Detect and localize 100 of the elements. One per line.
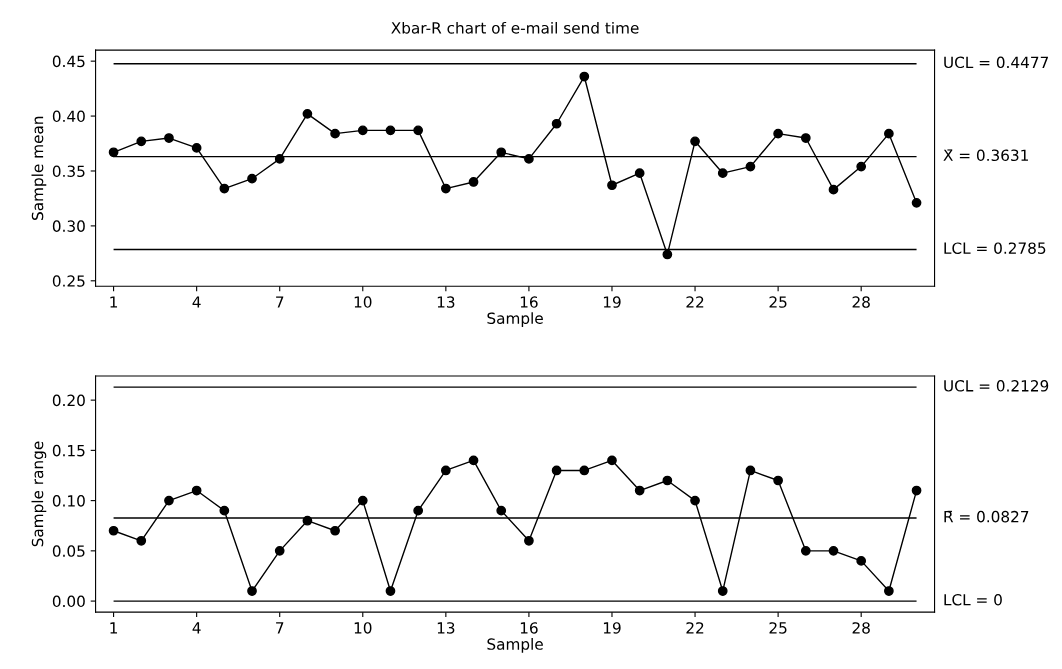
ref-line-label: UCL = 0.4477	[944, 56, 1048, 69]
point	[164, 133, 174, 143]
point	[773, 475, 783, 486]
y-tick-label: 0.45	[52, 55, 85, 68]
point	[468, 455, 479, 466]
point	[524, 535, 534, 546]
x-tick-label: 4	[192, 296, 201, 308]
x-tick-label: 19	[603, 622, 621, 634]
point	[690, 495, 700, 506]
point	[164, 495, 174, 506]
ref-line-label: X̄ = 0.3631	[943, 149, 1028, 162]
point	[357, 495, 368, 506]
y-tick-label: 0.25	[52, 275, 85, 287]
point	[662, 475, 673, 486]
y-axis-title: Sample mean	[31, 116, 47, 220]
point	[579, 465, 590, 476]
point	[828, 545, 839, 556]
point	[136, 535, 147, 546]
x-tick-label: 25	[769, 622, 787, 634]
point	[911, 197, 922, 208]
point	[828, 184, 839, 195]
point	[357, 125, 368, 136]
point	[634, 485, 645, 496]
point	[413, 505, 424, 516]
x-tick-label: 10	[354, 622, 372, 634]
point	[579, 71, 590, 82]
y-tick-label: 0.00	[52, 595, 85, 608]
ref-line-label: R̄ = 0.0827	[944, 510, 1029, 523]
x-tick-label: 25	[769, 296, 787, 308]
x-tick-label: 22	[686, 622, 704, 634]
point	[745, 465, 756, 476]
point	[856, 556, 867, 566]
point	[440, 183, 451, 194]
x-tick-label: 22	[686, 296, 704, 308]
point	[856, 161, 867, 172]
point	[302, 109, 313, 119]
x-axis-title: Sample	[487, 638, 543, 653]
x-axis-title: Sample	[487, 312, 543, 327]
point	[662, 249, 673, 260]
point	[551, 465, 562, 476]
x-tick-label: 13	[437, 622, 455, 634]
x-tick-label: 28	[852, 296, 870, 308]
point	[191, 485, 202, 496]
y-tick-label: 0.40	[52, 110, 85, 123]
x-tick-label: 10	[354, 296, 372, 308]
point	[551, 118, 562, 129]
x-tick-label: 7	[276, 622, 284, 634]
point	[302, 515, 313, 526]
point	[385, 125, 396, 136]
x-tick-label: 1	[110, 622, 118, 634]
point	[607, 180, 617, 191]
point	[745, 161, 756, 172]
chart-title: Xbar-R chart of e-mail send time	[391, 21, 639, 34]
point	[496, 147, 507, 158]
ref-line-label: LCL = 0	[944, 593, 1002, 606]
point	[108, 147, 119, 158]
point	[330, 128, 340, 139]
y-tick-label: 0.20	[52, 394, 85, 407]
point	[496, 505, 507, 516]
point	[884, 586, 894, 596]
point	[607, 455, 617, 466]
point	[413, 125, 424, 136]
point	[136, 136, 147, 147]
point	[330, 525, 340, 536]
point	[440, 465, 451, 476]
point	[468, 177, 479, 187]
point	[219, 183, 230, 194]
ref-line-label: LCL = 0.2785	[944, 242, 1046, 254]
point	[773, 128, 783, 139]
x-tick-label: 16	[520, 296, 538, 308]
x-tick-label: 4	[192, 622, 201, 634]
point	[717, 168, 728, 179]
x-tick-label: 1	[110, 296, 118, 308]
x-tick-label: 19	[603, 296, 621, 308]
point	[911, 485, 922, 496]
x-tick-label: 16	[520, 622, 538, 634]
point	[717, 586, 728, 596]
y-tick-label: 0.05	[52, 545, 85, 557]
x-tick-label: 7	[276, 296, 284, 308]
point	[690, 136, 700, 147]
point	[884, 128, 894, 139]
point	[274, 545, 285, 556]
point	[219, 505, 230, 516]
y-tick-label: 0.10	[52, 495, 85, 507]
point	[274, 154, 285, 164]
y-tick-label: 0.15	[52, 444, 85, 457]
x-tick-label: 28	[852, 622, 870, 634]
y-tick-label: 0.35	[52, 165, 85, 177]
point	[247, 586, 257, 596]
point	[800, 545, 811, 556]
point	[524, 154, 534, 164]
point	[634, 168, 645, 179]
y-axis-title: Sample range	[31, 441, 47, 547]
point	[800, 133, 811, 143]
x-tick-label: 13	[437, 296, 455, 308]
point	[247, 173, 257, 184]
point	[385, 586, 396, 596]
y-tick-label: 0.30	[52, 220, 85, 232]
point	[108, 525, 119, 536]
ref-line-label: UCL = 0.2129	[944, 380, 1049, 392]
